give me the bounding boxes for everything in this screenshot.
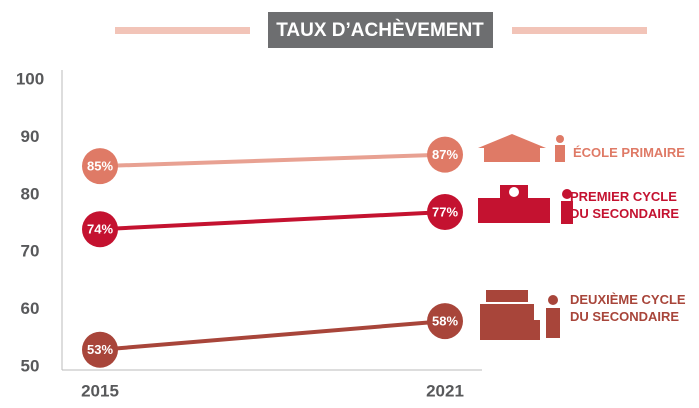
title-rule [512, 27, 647, 34]
y-tick-label: 50 [21, 356, 40, 375]
value-label: 85% [87, 159, 113, 174]
value-label: 74% [87, 222, 113, 237]
legend-label: DEUXIÈME CYCLE DU SECONDAIRE [570, 292, 686, 324]
y-tick-label: 70 [21, 242, 40, 261]
legend-label: PREMIER CYCLE DU SECONDAIRE [570, 189, 680, 221]
college-icon [478, 185, 573, 224]
point [82, 148, 118, 185]
legend-label: ÉCOLE PRIMAIRE [573, 145, 685, 160]
series-line [99, 210, 446, 232]
value-label: 87% [432, 147, 458, 162]
chart-title: TAUX D’ACHÈVEMENT [276, 19, 484, 41]
x-tick-label: 2021 [426, 381, 464, 400]
value-label: 53% [87, 342, 113, 357]
series-line [99, 152, 446, 169]
point [82, 331, 118, 368]
y-tick-label: 100 [16, 69, 44, 88]
point [82, 211, 118, 248]
point [427, 303, 463, 340]
value-label: 77% [432, 204, 458, 219]
x-tick-label: 2015 [81, 381, 119, 400]
lycee-icon [480, 290, 560, 340]
title-rule [115, 27, 250, 34]
school-icon [478, 134, 565, 162]
title-box [268, 12, 493, 48]
series-line [99, 319, 446, 352]
value-label: 58% [432, 314, 458, 329]
y-tick-label: 60 [21, 299, 40, 318]
y-tick-label: 80 [21, 184, 40, 203]
y-tick-label: 90 [21, 127, 40, 146]
point [427, 136, 463, 173]
point [427, 194, 463, 231]
